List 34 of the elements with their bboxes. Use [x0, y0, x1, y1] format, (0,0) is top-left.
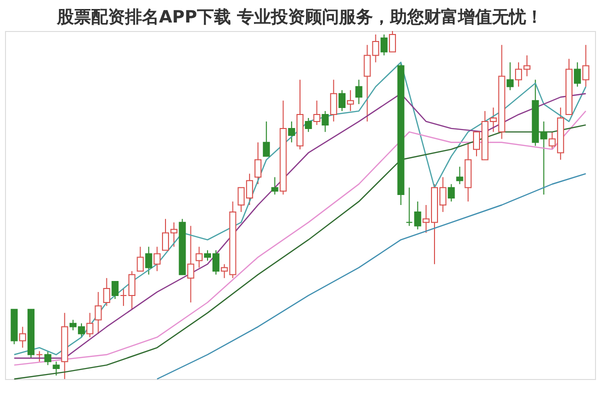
candlestick: [120, 288, 127, 306]
chart-title: 股票配资排名APP下载 专业投资顾问服务，助您财富增值无忧！: [56, 8, 543, 28]
candlestick: [19, 326, 26, 348]
candlestick: [456, 166, 464, 185]
candlestick: [145, 246, 152, 276]
candlestick: [388, 30, 396, 52]
candlestick: [187, 225, 194, 303]
candlestick: [254, 142, 262, 185]
candlestick: [36, 350, 43, 362]
candlestick: [330, 79, 338, 122]
candlestick: [506, 62, 514, 91]
candlestick: [271, 176, 278, 196]
candlestick: [136, 246, 144, 272]
candlestick: [196, 246, 203, 268]
candlestick: [262, 120, 270, 157]
candlestick: [154, 246, 161, 272]
candlestick: [582, 44, 590, 88]
candlestick: [338, 90, 346, 112]
candlestick: [322, 110, 329, 132]
candlestick: [304, 118, 312, 132]
candlestick: [448, 184, 455, 202]
candlestick: [94, 292, 102, 334]
candlestick: [346, 90, 354, 112]
candlestick: [380, 34, 388, 56]
candlestick: [112, 281, 119, 300]
candlestick: [44, 350, 52, 366]
candlestick: [288, 120, 296, 143]
candlestick: [355, 79, 362, 105]
candlestick: [313, 100, 320, 126]
candlestick: [128, 270, 136, 310]
candlestick: [86, 312, 94, 338]
candlestick: [103, 278, 110, 306]
candlestick: [52, 361, 60, 376]
candlestick: [574, 62, 581, 88]
